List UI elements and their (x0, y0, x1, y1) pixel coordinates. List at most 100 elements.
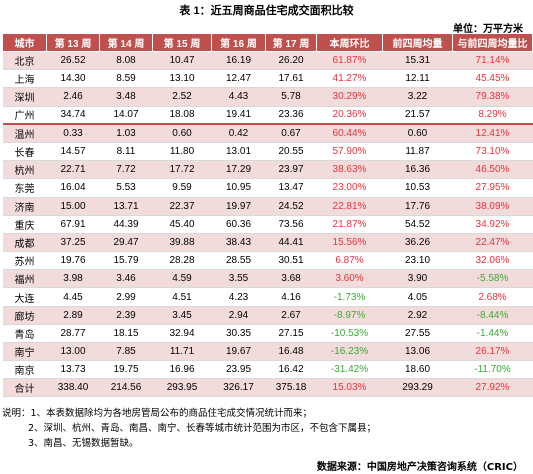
cell-city: 深圳 (2, 87, 47, 107)
total-vs-four-week-avg: 27.92% (452, 378, 533, 398)
cell-week14: 3.46 (99, 269, 153, 289)
cell-week14: 7.72 (99, 160, 153, 180)
cell-week-over-week: -8.97% (316, 306, 383, 325)
table-row: 北京 26.52 8.08 10.47 16.19 26.20 61.87% 15.31 71.… (2, 51, 533, 71)
cell-week17: 13.47 (265, 178, 317, 198)
cell-week14: 7.85 (99, 342, 153, 362)
cell-week13: 28.77 (46, 324, 100, 344)
cell-week-over-week: 6.87% (316, 251, 383, 271)
cell-week13: 37.25 (46, 233, 100, 253)
cell-four-week-avg: 21.57 (382, 106, 453, 125)
area-comparison-table: 城市 第 13 周 第 14 周 第 15 周 第 16 周 第 17 周 本周… (2, 33, 533, 398)
cell-four-week-avg: 36.26 (382, 233, 453, 253)
table-row: 廊坊 2.89 2.39 3.45 2.94 2.67 -8.97% 2.92 -8.44% (2, 306, 533, 325)
cell-week13: 67.91 (46, 215, 100, 234)
cell-city: 北京 (2, 51, 47, 71)
cell-week-over-week: 38.63% (316, 160, 383, 180)
cell-vs-four-week-avg: -1.44% (452, 324, 533, 344)
note-line: 说明：1、本表数据除均为各地房管局公布的商品住宅成交情况统计而来； (2, 408, 313, 419)
total-label: 合计 (2, 378, 47, 398)
cell-vs-four-week-avg: -11.70% (452, 360, 533, 380)
cell-vs-four-week-avg: -8.44% (452, 306, 533, 325)
cell-week15: 17.72 (152, 160, 212, 180)
cell-week13: 3.98 (46, 269, 100, 289)
cell-four-week-avg: 10.53 (382, 178, 453, 198)
cell-week17: 4.16 (265, 287, 317, 307)
cell-vs-four-week-avg: 45.45% (452, 69, 533, 89)
cell-week13: 4.45 (46, 287, 100, 307)
cell-week17: 23.97 (265, 160, 317, 180)
cell-week17: 2.67 (265, 306, 317, 325)
cell-week15: 4.51 (152, 287, 212, 307)
total-week17: 375.18 (265, 378, 317, 398)
cell-week-over-week: 61.87% (316, 51, 383, 71)
cell-week14: 5.53 (99, 178, 153, 198)
col-header-week17: 第 17 周 (265, 33, 317, 52)
cell-city: 大连 (2, 287, 47, 307)
cell-week17: 27.15 (265, 324, 317, 344)
cell-week-over-week: 60.44% (316, 123, 383, 143)
table-row: 济南 15.00 13.71 22.37 19.97 24.52 22.81% 17.76 38… (2, 197, 533, 216)
cell-week14: 2.39 (99, 306, 153, 325)
cell-city: 上海 (2, 69, 47, 89)
notes-block: 说明：1、本表数据除均为各地房管局公布的商品住宅成交情况统计而来； 2、深圳、杭… (2, 406, 376, 451)
cell-week-over-week: 22.81% (316, 197, 383, 216)
cell-week13: 22.71 (46, 160, 100, 180)
cell-week15: 10.47 (152, 51, 212, 71)
cell-city: 广州 (2, 106, 47, 125)
cell-week15: 28.28 (152, 251, 212, 271)
cell-week-over-week: 23.00% (316, 178, 383, 198)
col-header-four-week-avg: 前四周均量 (382, 33, 453, 52)
cell-vs-four-week-avg: -5.58% (452, 269, 533, 289)
cell-four-week-avg: 3.22 (382, 87, 453, 107)
cell-week16: 38.43 (211, 233, 266, 253)
cell-week15: 11.80 (152, 142, 212, 162)
cell-week16: 19.97 (211, 197, 266, 216)
cell-week15: 9.59 (152, 178, 212, 198)
cell-week17: 20.55 (265, 142, 317, 162)
total-week16: 326.17 (211, 378, 266, 398)
cell-week13: 14.57 (46, 142, 100, 162)
col-header-week15: 第 15 周 (152, 33, 212, 52)
cell-week16: 13.01 (211, 142, 266, 162)
cell-week14: 15.79 (99, 251, 153, 271)
cell-week15: 2.52 (152, 87, 212, 107)
cell-week16: 17.29 (211, 160, 266, 180)
cell-week15: 13.10 (152, 69, 212, 89)
cell-week14: 8.11 (99, 142, 153, 162)
cell-vs-four-week-avg: 27.95% (452, 178, 533, 198)
col-header-vs-four-week-avg: 与前四周均量比 (452, 33, 533, 52)
cell-vs-four-week-avg: 71.14% (452, 51, 533, 71)
cell-city: 苏州 (2, 251, 47, 271)
col-header-city: 城市 (2, 33, 47, 52)
cell-week14: 18.15 (99, 324, 153, 344)
cell-four-week-avg: 54.52 (382, 215, 453, 234)
col-header-week13: 第 13 周 (46, 33, 100, 52)
cell-week16: 12.47 (211, 69, 266, 89)
cell-week13: 26.52 (46, 51, 100, 71)
table-body: 北京 26.52 8.08 10.47 16.19 26.20 61.87% 15.31 71.… (2, 51, 533, 380)
table-row: 苏州 19.76 15.79 28.28 28.55 30.51 6.87% 23.10 32.… (2, 251, 533, 271)
cell-week17: 26.20 (265, 51, 317, 71)
cell-week14: 14.07 (99, 106, 153, 125)
cell-vs-four-week-avg: 12.41% (452, 123, 533, 143)
cell-four-week-avg: 11.87 (382, 142, 453, 162)
cell-four-week-avg: 12.11 (382, 69, 453, 89)
cell-vs-four-week-avg: 8.29% (452, 106, 533, 125)
table-row: 成都 37.25 29.47 39.88 38.43 44.41 15.56% 36.26 22… (2, 233, 533, 253)
cell-week16: 0.42 (211, 123, 266, 143)
cell-four-week-avg: 3.90 (382, 269, 453, 289)
cell-week15: 45.40 (152, 215, 212, 234)
col-header-week14: 第 14 周 (99, 33, 153, 52)
total-four-week-avg: 293.29 (382, 378, 453, 398)
cell-week13: 2.46 (46, 87, 100, 107)
cell-week15: 4.59 (152, 269, 212, 289)
table-row: 长春 14.57 8.11 11.80 13.01 20.55 57.90% 11.87 73.… (2, 142, 533, 162)
cell-week17: 0.67 (265, 123, 317, 143)
cell-vs-four-week-avg: 38.09% (452, 197, 533, 216)
cell-week15: 0.60 (152, 123, 212, 143)
cell-week17: 24.52 (265, 197, 317, 216)
cell-week16: 4.23 (211, 287, 266, 307)
cell-week-over-week: 57.90% (316, 142, 383, 162)
cell-four-week-avg: 16.36 (382, 160, 453, 180)
